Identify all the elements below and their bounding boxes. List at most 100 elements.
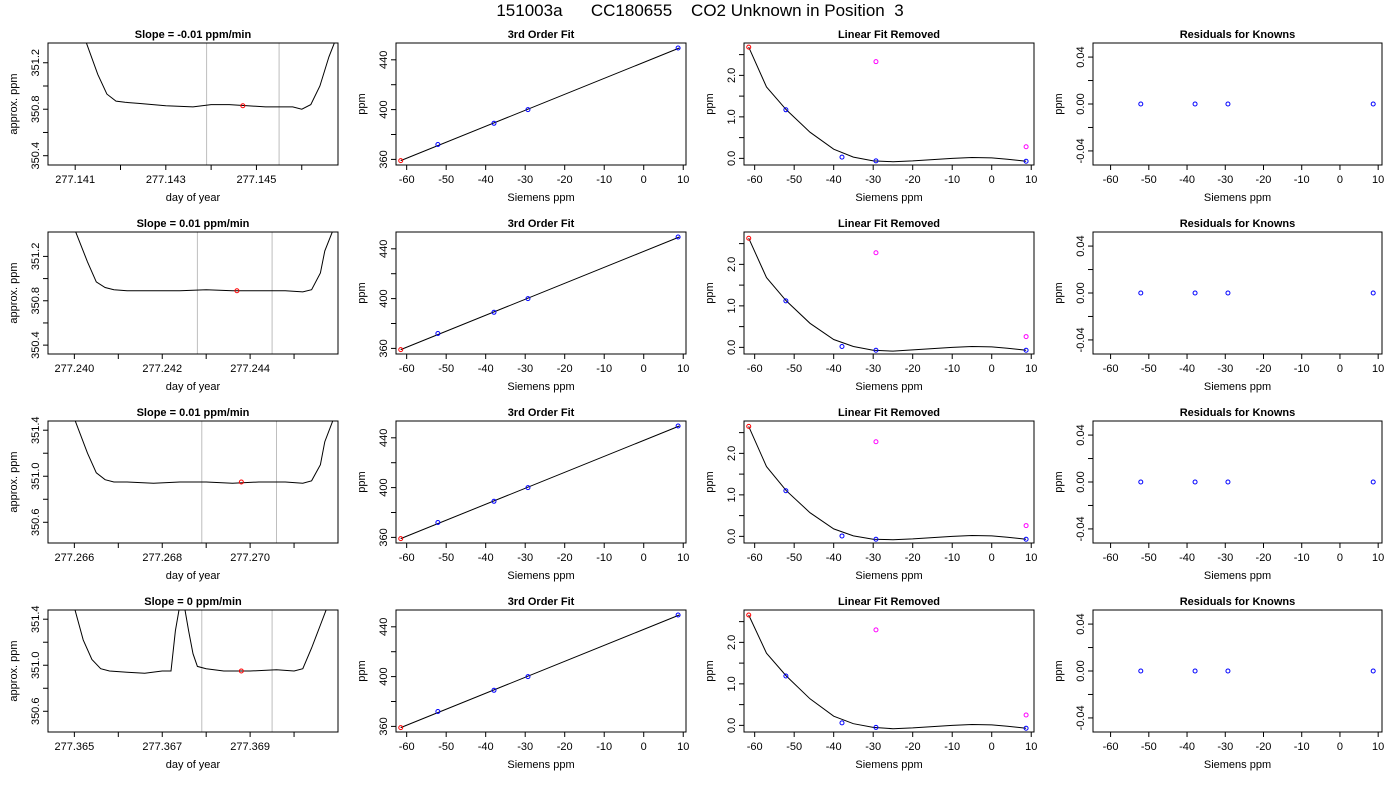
y-tick-label: 351.0: [30, 462, 42, 490]
x-tick-label: 0: [641, 552, 647, 564]
fit-curve: [748, 426, 1027, 541]
x-tick-label: -10: [596, 174, 612, 186]
panel-r3-c3: Linear Fit Removed -60 -50 -40 -30 -20 -10 0 10 0…: [704, 407, 1037, 582]
x-tick-label: 0: [989, 363, 995, 375]
x-tick-label: -10: [944, 174, 960, 186]
data-point-known: [491, 120, 497, 126]
plot-area: [74, 610, 327, 674]
y-axis-label: approx. ppm: [8, 451, 20, 512]
panel-r1-c1: Slope = -0.01 ppm/min 277.141 277.143 277.1…: [8, 29, 339, 204]
y-tick-label: 400: [378, 667, 390, 685]
y-tick-label: 0.04: [1075, 235, 1087, 256]
x-tick-label: -60: [1103, 174, 1119, 186]
panel-r2-c1: Slope = 0.01 ppm/min 277.240 277.242 277.24…: [8, 218, 339, 393]
x-tick-label: 277.266: [54, 552, 94, 564]
x-tick-label: -30: [517, 174, 533, 186]
data-point-known: [1370, 101, 1376, 107]
x-tick-label: -60: [747, 741, 763, 753]
y-axis-label: ppm: [1053, 282, 1065, 303]
x-tick-label: -50: [1141, 363, 1157, 375]
x-tick-label: 277.365: [54, 741, 94, 753]
data-series-line: [75, 232, 333, 293]
data-point-known: [1370, 479, 1376, 485]
x-tick-label: -30: [865, 552, 881, 564]
x-tick-label: -30: [1217, 741, 1233, 753]
y-tick-label: 440: [378, 51, 390, 69]
x-tick-label: -10: [1294, 174, 1310, 186]
data-point-known: [783, 673, 789, 679]
panel-r2-c4: Residuals for Knowns -60 -50 -40 -30 -20 -10 0 1…: [1053, 218, 1384, 393]
x-tick-label: -60: [399, 552, 415, 564]
data-point-known: [491, 687, 497, 693]
x-tick-label: -50: [786, 741, 802, 753]
panel-r3-c1: Slope = 0.01 ppm/min 277.266 277.268 277.27…: [8, 407, 339, 582]
x-tick-label: 10: [1372, 363, 1384, 375]
x-axis-label: Siemens ppm: [507, 759, 574, 771]
y-tick-label: -0.04: [1075, 138, 1087, 163]
x-tick-label: -60: [399, 741, 415, 753]
y-axis-label: ppm: [704, 471, 716, 492]
y-tick-label: 400: [378, 289, 390, 307]
x-tick-label: 277.240: [54, 363, 94, 375]
page-title: 151003a CC180655 CO2 Unknown in Position…: [496, 1, 904, 20]
data-point-known: [873, 724, 879, 730]
data-point-known: [783, 488, 789, 494]
x-tick-label: -10: [1294, 552, 1310, 564]
y-tick-label: 0.00: [1075, 471, 1087, 492]
panel-title: Slope = 0.01 ppm/min: [137, 218, 250, 230]
data-point-known: [1225, 479, 1231, 485]
x-tick-label: -20: [557, 174, 573, 186]
plot-frame: [1092, 231, 1383, 355]
y-tick-label: -0.04: [1075, 705, 1087, 730]
data-point-unknown: [1023, 523, 1029, 529]
panel-title: Linear Fit Removed: [838, 218, 940, 230]
data-point-known: [873, 536, 879, 542]
x-tick-label: 0: [1337, 552, 1343, 564]
data-point-known: [1138, 479, 1144, 485]
y-tick-label: 350.4: [30, 331, 42, 359]
x-tick-label: 277.242: [142, 363, 182, 375]
data-point-known: [525, 485, 531, 491]
data-point-known: [1370, 668, 1376, 674]
y-tick-label: 350.6: [30, 698, 42, 726]
plot-frame: [395, 42, 687, 166]
x-tick-label: -60: [747, 552, 763, 564]
x-axis-label: Siemens ppm: [1204, 570, 1271, 582]
y-axis-label: ppm: [1053, 93, 1065, 114]
fit-curve: [400, 47, 680, 162]
x-axis-label: day of year: [166, 570, 221, 582]
y-tick-label: 0.00: [1075, 282, 1087, 303]
y-tick-label: 440: [378, 240, 390, 258]
panel-r1-c4: Residuals for Knowns -60 -50 -40 -30 -20 -10 0 1…: [1053, 29, 1384, 204]
x-tick-label: -40: [478, 741, 494, 753]
plot-area: [85, 43, 335, 110]
y-tick-label: -0.04: [1075, 516, 1087, 541]
x-tick-label: -30: [865, 174, 881, 186]
panel-r1-c3: Linear Fit Removed -60 -50 -40 -30 -20 -10 0 10 0…: [704, 29, 1037, 204]
x-tick-label: -10: [944, 363, 960, 375]
panel-title: Slope = 0.01 ppm/min: [137, 407, 250, 419]
marker-point: [234, 288, 240, 294]
x-tick-label: -20: [557, 363, 573, 375]
y-axis-label: ppm: [1053, 660, 1065, 681]
x-tick-label: -20: [905, 363, 921, 375]
x-tick-label: -40: [826, 363, 842, 375]
fit-curve: [748, 614, 1027, 730]
plot-area: [398, 234, 681, 353]
y-tick-label: 360: [378, 150, 390, 168]
x-tick-label: -30: [1217, 552, 1233, 564]
x-tick-label: -60: [747, 174, 763, 186]
x-axis-label: Siemens ppm: [855, 570, 922, 582]
plot-area: [746, 612, 1029, 731]
x-axis-label: Siemens ppm: [855, 759, 922, 771]
x-tick-label: -10: [944, 741, 960, 753]
y-tick-label: 351.0: [30, 651, 42, 679]
data-point-unknown: [1023, 712, 1029, 718]
x-tick-label: 0: [1337, 363, 1343, 375]
data-point-known: [873, 158, 879, 164]
data-point-highlight: [746, 44, 752, 50]
data-point-known: [839, 720, 845, 726]
x-axis-label: Siemens ppm: [507, 381, 574, 393]
y-tick-label: 0.0: [726, 340, 738, 355]
x-tick-label: -40: [1179, 363, 1195, 375]
